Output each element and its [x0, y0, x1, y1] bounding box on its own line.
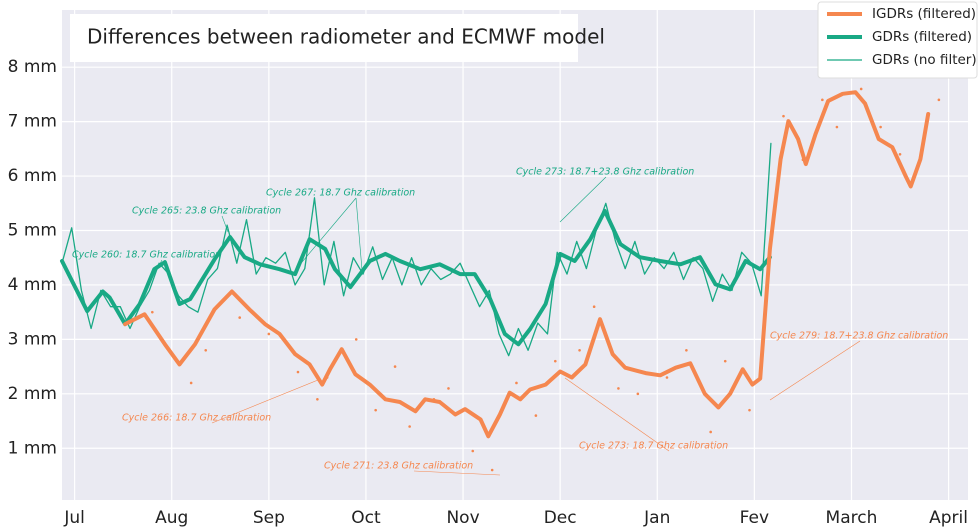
raw-point	[665, 376, 669, 379]
annotation-arrow	[139, 259, 163, 301]
title-box	[70, 14, 578, 62]
raw-point	[267, 332, 271, 336]
plot-area	[62, 10, 968, 500]
raw-point	[636, 392, 640, 396]
raw-point	[374, 408, 377, 412]
raw-point	[685, 348, 688, 352]
annotation: Cycle 279: 18.7+23.8 Ghz calibration	[770, 331, 948, 342]
raw-point	[835, 125, 839, 129]
raw-point	[471, 449, 475, 453]
raw-point	[898, 152, 902, 156]
annotation: Cycle 273: 18.7+23.8 Ghz calibration	[516, 167, 694, 178]
y-tick-label: 5 mm	[8, 221, 57, 241]
raw-point	[515, 381, 518, 385]
x-tick-label: Oct	[351, 508, 381, 528]
legend-label: GDRs (no filter)	[872, 52, 977, 68]
x-tick-label: Dec	[544, 508, 577, 528]
raw-point	[490, 468, 494, 472]
raw-point	[393, 365, 397, 368]
annotation-arrow	[221, 215, 229, 233]
annotation-arrow	[564, 377, 670, 452]
annotation: Cycle 266: 18.7 Ghz calibration	[122, 413, 271, 424]
annotation: Cycle 267: 18.7 Ghz calibration	[266, 188, 415, 199]
y-tick-label: 7 mm	[8, 112, 57, 132]
raw-point	[296, 370, 300, 374]
raw-point	[748, 408, 751, 412]
x-tick-label: Nov	[446, 508, 479, 528]
raw-point	[723, 359, 727, 363]
raw-point	[354, 338, 358, 341]
x-tick-label: Aug	[155, 508, 188, 528]
chart-title: Differences between radiometer and ECMWF…	[87, 25, 605, 49]
y-tick-label: 1 mm	[8, 438, 57, 458]
annotation: Cycle 265: 23.8 Ghz calibration	[132, 206, 281, 217]
raw-point	[617, 387, 620, 390]
annotation-arrow	[769, 340, 861, 401]
y-tick-label: 8 mm	[8, 57, 57, 77]
y-tick-label: 6 mm	[8, 166, 57, 186]
raw-point	[859, 87, 863, 91]
y-tick-label: 4 mm	[8, 275, 57, 295]
annotation: Cycle 273: 18.7 Ghz calibration	[579, 441, 728, 452]
raw-point	[204, 348, 208, 352]
annotation: Cycle 260: 18.7 Ghz calibration	[72, 250, 221, 261]
raw-point	[578, 348, 581, 352]
raw-point	[879, 125, 882, 129]
x-tick-label: Jan	[643, 508, 670, 528]
annotation-arrow	[559, 176, 607, 223]
legend-label: IGDRs (filtered)	[872, 6, 976, 22]
annotation-arrow	[211, 379, 319, 424]
raw-point	[534, 414, 538, 417]
raw-point	[821, 98, 824, 102]
raw-point	[592, 305, 596, 309]
y-tick-label: 2 mm	[8, 384, 57, 404]
raw-point	[937, 98, 941, 102]
x-tick-label: March	[826, 508, 878, 528]
legend-box	[817, 1, 978, 79]
y-tick-label: 3 mm	[8, 329, 57, 349]
raw-point	[408, 425, 411, 428]
x-tick-label: Fev	[740, 508, 769, 528]
x-tick-label: Sep	[253, 508, 285, 528]
raw-point	[238, 316, 242, 319]
raw-point	[316, 397, 319, 401]
annotation-arrow	[296, 197, 357, 269]
raw-point	[782, 114, 785, 118]
annotation-arrow	[413, 470, 501, 476]
raw-point	[447, 387, 450, 390]
raw-point	[709, 430, 712, 434]
annotation-arrow	[355, 197, 363, 271]
legend-label: GDRs (filtered)	[872, 29, 972, 45]
x-tick-label: Jul	[63, 508, 85, 528]
series-line	[123, 90, 931, 439]
series-line	[60, 208, 772, 347]
raw-point	[553, 359, 557, 363]
raw-point	[151, 310, 154, 314]
x-tick-label: April	[929, 508, 968, 528]
annotation: Cycle 271: 23.8 Ghz calibration	[324, 461, 473, 472]
raw-point	[189, 381, 193, 385]
